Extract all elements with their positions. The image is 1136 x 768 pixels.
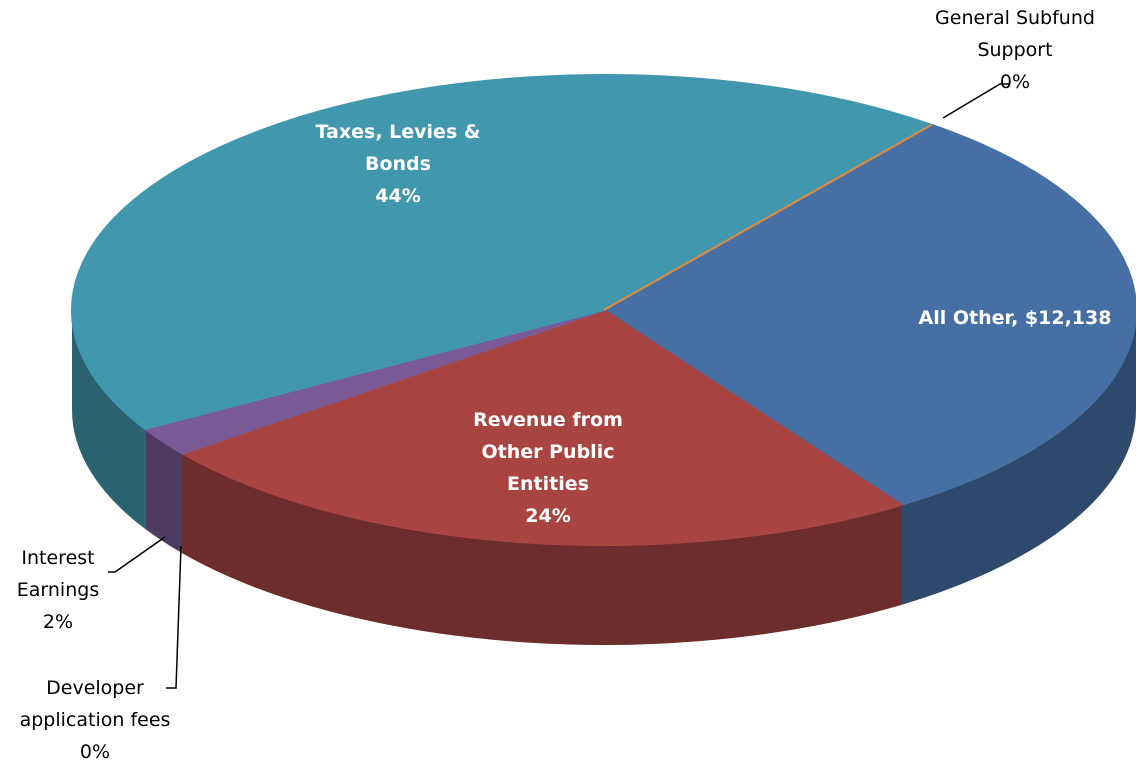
slice bbox=[71, 74, 934, 431]
slice-side bbox=[182, 453, 902, 645]
category-label: Interest Earnings bbox=[16, 547, 100, 601]
value-label: 44% bbox=[375, 185, 421, 207]
slice bbox=[180, 308, 904, 546]
slice-label: All Other, $12,138 bbox=[880, 302, 1136, 334]
category-label: Revenue from Other Public Entities bbox=[473, 409, 623, 495]
category-label: General Subfund Support bbox=[935, 7, 1095, 61]
slice-label: Developer application fees 0% bbox=[0, 672, 195, 768]
value-label: 0% bbox=[79, 741, 111, 763]
slice-side bbox=[72, 310, 146, 529]
value-label: 0% bbox=[999, 71, 1031, 93]
category-label: Developer application fees bbox=[19, 677, 171, 731]
leader-line bbox=[942, 83, 1010, 119]
leader-line bbox=[166, 545, 182, 689]
value-label: 2% bbox=[42, 611, 74, 633]
pie-tops bbox=[71, 74, 1136, 546]
slice-label: General Subfund Support 0% bbox=[923, 2, 1108, 98]
slice-label: Interest Earnings 2% bbox=[3, 542, 113, 638]
category-label: Taxes, Levies & Bonds bbox=[315, 121, 481, 175]
value-label: 24% bbox=[525, 505, 571, 527]
category-label: All Other, $12,138 bbox=[918, 307, 1112, 329]
slice-label: Taxes, Levies & Bonds 44% bbox=[293, 116, 503, 212]
leader-line bbox=[108, 536, 166, 573]
slice-side bbox=[145, 428, 183, 554]
slice-label: Revenue from Other Public Entities 24% bbox=[461, 404, 636, 532]
